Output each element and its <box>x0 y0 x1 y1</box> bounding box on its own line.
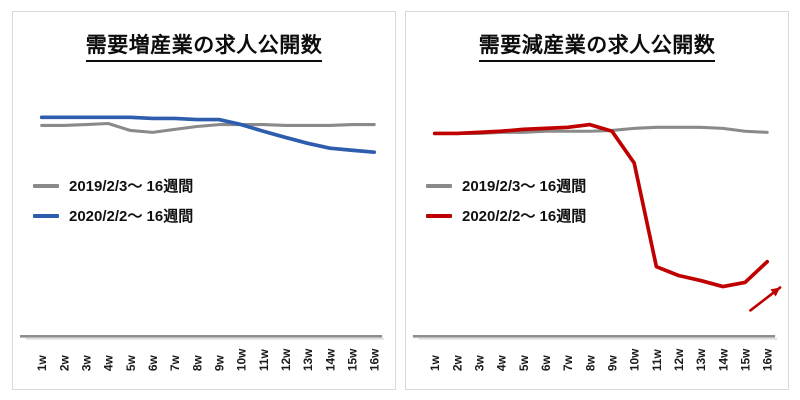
legend-swatch-2020 <box>33 213 59 218</box>
legend-item-2020: 2020/2/2〜 16週間 <box>33 205 193 226</box>
x-axis-label: 6w <box>539 354 553 371</box>
x-axis-label: 5w <box>517 354 531 371</box>
chart-panel-demand-decrease: 需要減産業の求人公開数 1w 2w 3w 4w 5w 6w 7w 8w 9w 10w 11w 12w 1… <box>405 11 789 390</box>
x-axis-label: 10w <box>235 348 249 371</box>
legend-label-2020: 2020/2/2〜 16週間 <box>69 208 194 225</box>
x-axis-label: 15w <box>739 348 753 371</box>
line-chart: 1w 2w 3w 4w 5w 6w 7w 8w 9w 10w 11w 12w 13w 14w 15w 16w <box>412 122 782 371</box>
x-axis-label: 7w <box>168 354 182 371</box>
chart-title-text: 需要増産業の求人公開数 <box>85 34 323 62</box>
x-axis-label: 4w <box>102 354 116 371</box>
x-axis-label: 12w <box>279 348 293 371</box>
x-axis-label: 1w <box>35 354 49 371</box>
x-axis-label: 8w <box>583 354 597 371</box>
series-line-2020 <box>432 122 770 289</box>
chart-panel-demand-increase: 需要増産業の求人公開数 1w 2w 3w 4w 5w 6w 7w 8w 9w 10w 11w 12w 1… <box>12 11 396 390</box>
series-line-2019 <box>40 121 376 134</box>
x-axis-label: 14w <box>716 348 730 371</box>
x-axis-label: 5w <box>124 354 138 371</box>
legend-label-2020: 2020/2/2〜 16週間 <box>462 208 587 225</box>
chart-title: 需要増産業の求人公開数 <box>13 29 395 62</box>
legend-item-2019: 2019/2/3〜 16週間 <box>33 175 193 196</box>
x-axis-label: 10w <box>628 348 642 371</box>
x-axis-label: 8w <box>190 354 204 371</box>
legend-item-2019: 2019/2/3〜 16週間 <box>426 175 586 196</box>
x-axis-label: 13w <box>694 348 708 371</box>
x-axis-label: 16w <box>761 348 775 371</box>
x-axis-label: 6w <box>146 354 160 371</box>
x-axis-label: 11w <box>257 348 271 371</box>
x-axis-label: 4w <box>495 354 509 371</box>
legend-swatch-2020 <box>426 213 452 218</box>
chart-title: 需要減産業の求人公開数 <box>406 29 788 62</box>
line-chart: 1w 2w 3w 4w 5w 6w 7w 8w 9w 10w 11w 12w 13w 14w 15w 16w <box>19 115 385 371</box>
x-axis-label: 7w <box>561 354 575 371</box>
x-axis-label: 14w <box>323 348 337 371</box>
x-axis-label: 16w <box>368 348 382 371</box>
legend: 2019/2/3〜 16週間 2020/2/2〜 16週間 <box>426 175 586 226</box>
x-axis-label: 9w <box>606 354 620 371</box>
legend-label-2019: 2019/2/3〜 16週間 <box>462 178 587 195</box>
legend: 2019/2/3〜 16週間 2020/2/2〜 16週間 <box>33 175 193 226</box>
legend-swatch-2019 <box>426 183 452 188</box>
trend-arrow-head <box>770 287 781 297</box>
x-axis-label: 15w <box>346 348 360 371</box>
legend-label-2019: 2019/2/3〜 16週間 <box>69 178 194 195</box>
x-axis-label: 11w <box>650 348 664 371</box>
x-axis-label: 9w <box>213 354 227 371</box>
x-axis-label: 2w <box>57 354 71 371</box>
x-axis-label: 3w <box>80 354 94 371</box>
series-line-2020 <box>39 115 377 154</box>
legend-swatch-2019 <box>33 183 59 188</box>
legend-item-2020: 2020/2/2〜 16週間 <box>426 205 586 226</box>
x-axis-label: 1w <box>428 354 442 371</box>
chart-title-text: 需要減産業の求人公開数 <box>478 34 716 62</box>
x-axis-label: 12w <box>672 348 686 371</box>
x-axis-label: 2w <box>450 354 464 371</box>
x-axis-label: 13w <box>301 348 315 371</box>
x-axis-label: 3w <box>473 354 487 371</box>
